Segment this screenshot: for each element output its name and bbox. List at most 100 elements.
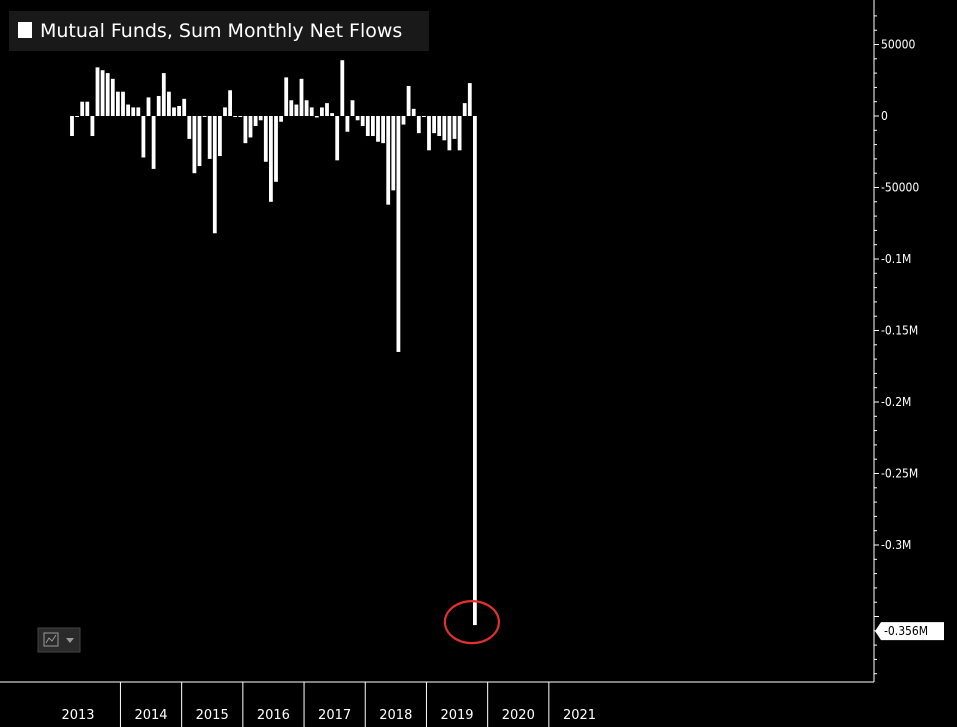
- bar-2017-02: [309, 107, 314, 116]
- bar-2016-04: [258, 116, 263, 121]
- bar-2016-01: [243, 116, 248, 144]
- x-year-label: 2016: [257, 708, 290, 723]
- bar-2015-12: [238, 116, 243, 117]
- bar-2018-02: [371, 116, 375, 137]
- x-year-label: 2013: [61, 708, 94, 723]
- last-value-callout: -0.356M: [875, 622, 944, 641]
- y-tick-label: -0.3M: [881, 538, 911, 552]
- bar-2014-11: [172, 107, 176, 116]
- highlight-circle: [443, 599, 500, 645]
- bar-2014-04: [136, 107, 141, 116]
- bar-2016-11: [294, 104, 299, 116]
- bar-2014-07: [151, 116, 156, 169]
- bar-2014-09: [161, 73, 166, 116]
- y-tick-label: -0.2M: [881, 395, 911, 409]
- bar-2013-03: [70, 116, 74, 137]
- bar-2018-01: [365, 116, 370, 137]
- bar-2014-01: [121, 91, 125, 116]
- bar-2016-12: [299, 78, 304, 116]
- x-year-label: 2021: [563, 708, 596, 723]
- bar-2019-02: [432, 116, 436, 134]
- legend-background: [9, 11, 429, 51]
- bar-2017-11: [355, 116, 360, 121]
- line-chart-icon: [43, 632, 59, 647]
- bar-2015-09: [223, 107, 227, 116]
- bar-2015-04: [197, 116, 202, 167]
- bar-2013-11: [110, 78, 115, 116]
- bar-2018-04: [381, 116, 385, 144]
- bar-2017-08: [340, 60, 345, 116]
- bar-2018-08: [401, 116, 406, 125]
- bar-2016-05: [263, 116, 268, 162]
- bar-2015-07: [212, 116, 217, 234]
- x-year-label: 2020: [502, 708, 535, 723]
- legend-swatch: [18, 22, 32, 38]
- bar-2013-09: [100, 70, 105, 116]
- bar-2016-10: [289, 100, 294, 116]
- bar-2018-10: [411, 108, 416, 116]
- bar-2018-07: [396, 116, 401, 352]
- bar-2016-09: [284, 77, 289, 116]
- bar-2017-12: [360, 116, 365, 127]
- bar-2019-06: [452, 116, 457, 139]
- y-tick-label: -50000: [881, 181, 919, 195]
- bar-2013-07: [90, 116, 95, 137]
- bar-2019-05: [447, 116, 452, 151]
- bar-2019-10: [473, 116, 477, 626]
- bar-2014-06: [146, 97, 151, 116]
- bar-2014-03: [131, 107, 136, 116]
- last-value-label: -0.356M: [884, 624, 928, 638]
- bar-2015-10: [228, 90, 232, 116]
- annotation-layer: [443, 599, 500, 645]
- bars-layer: [70, 60, 477, 626]
- bar-2013-04: [75, 116, 79, 117]
- bar-2018-06: [391, 116, 396, 191]
- bar-2014-10: [167, 91, 171, 116]
- right-axis: 50000 0 -50000 -0.1M -0.15M -0.2M -0.25M -0.3M -…: [873, 0, 944, 682]
- bar-2015-05: [202, 116, 207, 117]
- chart-type-button[interactable]: [37, 627, 81, 653]
- bar-2018-11: [416, 116, 421, 134]
- bar-2013-10: [105, 73, 110, 116]
- bar-2019-08: [462, 103, 467, 116]
- bar-2017-05: [325, 103, 329, 116]
- y-tick-label: 50000: [881, 38, 915, 52]
- bar-2016-06: [269, 116, 273, 202]
- bar-2015-01: [182, 98, 187, 116]
- bar-2018-03: [376, 116, 380, 142]
- bar-2015-02: [187, 116, 192, 139]
- x-year-label: 2018: [379, 708, 412, 723]
- bar-2016-02: [248, 116, 253, 138]
- y-tick-label: -0.1M: [881, 252, 911, 266]
- bar-2018-05: [386, 116, 391, 205]
- bar-2013-06: [85, 101, 90, 116]
- bar-2014-05: [141, 116, 146, 158]
- bar-2017-04: [320, 107, 324, 116]
- bar-2017-03: [314, 116, 319, 118]
- bar-2016-08: [279, 116, 283, 122]
- y-tick-label: -0.15M: [881, 324, 918, 338]
- bar-2015-08: [218, 116, 222, 157]
- chevron-down-icon: [66, 638, 74, 643]
- legend-label: Mutual Funds, Sum Monthly Net Flows: [40, 20, 402, 42]
- bar-2019-07: [457, 116, 462, 151]
- bar-2013-12: [116, 91, 120, 116]
- bar-2018-12: [422, 116, 426, 117]
- y-tick-label: -0.25M: [881, 467, 918, 481]
- x-year-label: 2014: [134, 708, 167, 723]
- bar-2014-12: [177, 105, 181, 116]
- bar-2017-01: [304, 100, 309, 116]
- bar-2013-08: [95, 67, 100, 116]
- bar-2019-04: [442, 116, 447, 141]
- bar-2019-03: [437, 116, 442, 137]
- x-axis: 2013 2014 2015 2016 2017 2018 2019 2020 2021: [0, 681, 874, 727]
- bar-2017-07: [335, 116, 340, 161]
- bar-2015-06: [207, 116, 212, 159]
- legend: Mutual Funds, Sum Monthly Net Flows: [9, 11, 429, 51]
- bar-2014-08: [156, 95, 161, 116]
- bar-2015-11: [233, 116, 238, 117]
- bar-2014-02: [126, 104, 130, 116]
- bar-2018-09: [406, 85, 411, 116]
- bar-2015-03: [192, 116, 197, 174]
